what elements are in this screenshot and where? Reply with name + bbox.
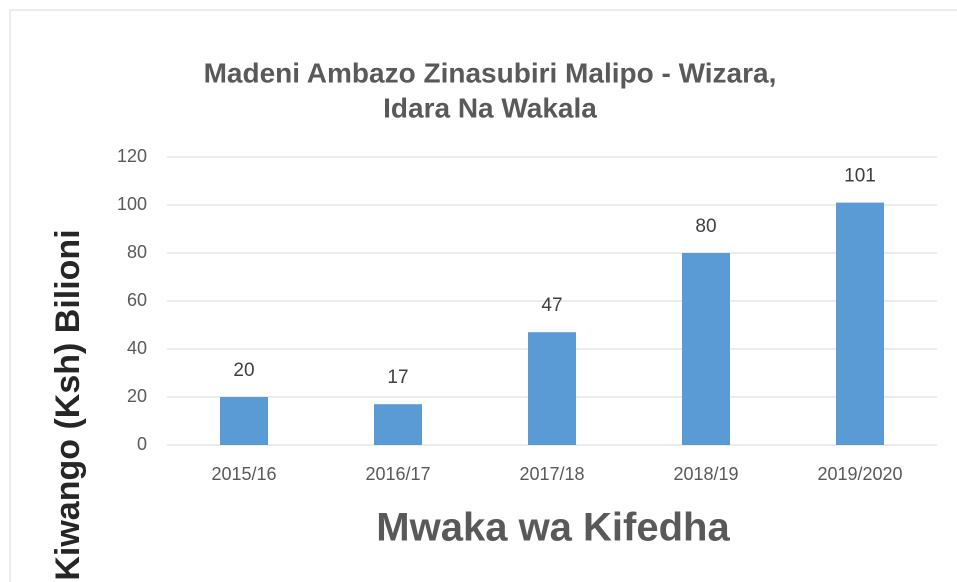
y-tick-label: 20 (127, 386, 147, 406)
x-tick-label: 2018/19 (673, 464, 738, 484)
y-tick-label: 80 (127, 242, 147, 262)
chart-title: Idara Na Wakala (383, 92, 597, 123)
chart-title: Madeni Ambazo Zinasubiri Malipo - Wizara… (204, 57, 777, 88)
bar (528, 332, 576, 445)
bar (836, 202, 884, 445)
bar (682, 253, 730, 445)
x-axis-label: Mwaka wa Kifedha (376, 506, 730, 550)
y-axis-label: Kiwango (Ksh) Bilioni (49, 229, 87, 580)
y-tick-label: 100 (117, 194, 147, 214)
chart-frame (9, 9, 957, 582)
x-tick-label: 2015/16 (211, 464, 276, 484)
y-tick-label: 120 (117, 146, 147, 166)
data-label: 47 (541, 295, 562, 316)
data-label: 101 (844, 166, 876, 187)
x-tick-label: 2019/2020 (817, 464, 902, 484)
data-label: 17 (387, 367, 408, 388)
x-tick-label: 2017/18 (519, 464, 584, 484)
bar (220, 397, 268, 445)
y-tick-label: 60 (127, 290, 147, 310)
bar (374, 404, 422, 445)
y-tick-label: 40 (127, 338, 147, 358)
y-tick-label: 0 (137, 434, 147, 454)
data-label: 20 (233, 360, 254, 381)
data-label: 80 (695, 216, 716, 237)
x-tick-label: 2016/17 (365, 464, 430, 484)
